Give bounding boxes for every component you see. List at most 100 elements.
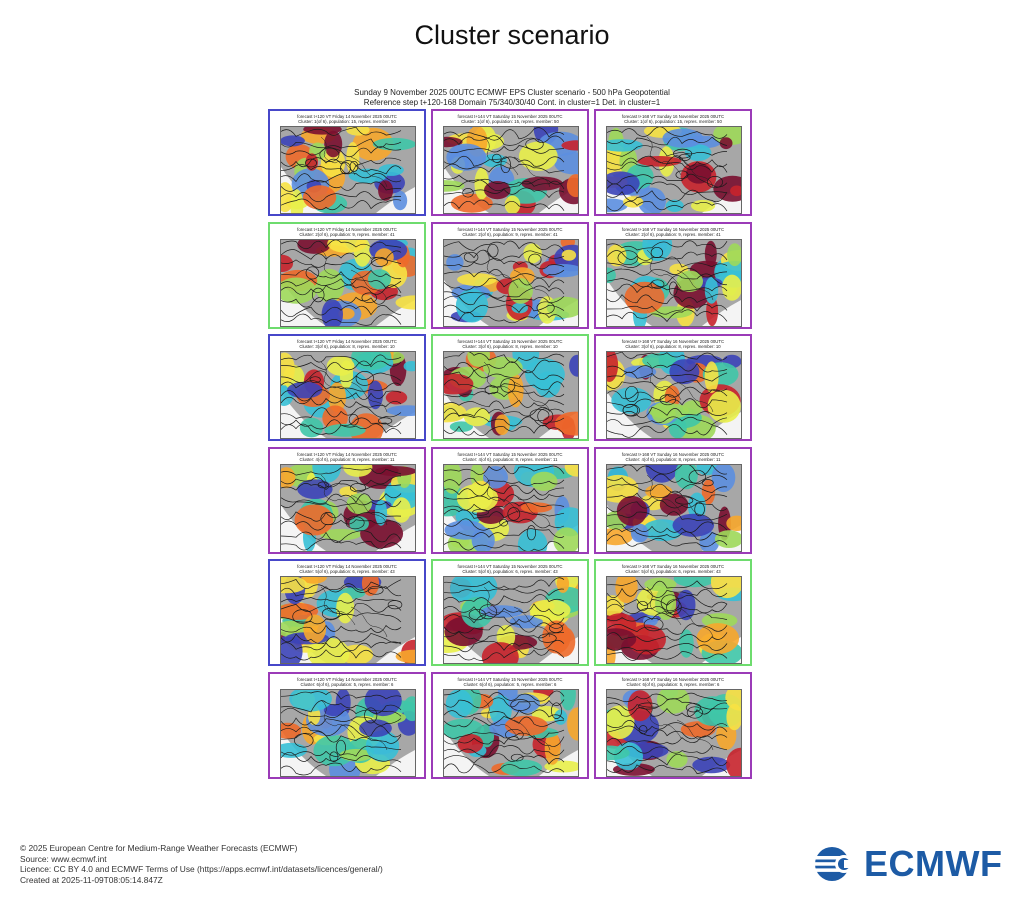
anomaly-map	[280, 351, 416, 439]
cluster-panel: forecast t+120 VT Friday 14 November 202…	[268, 446, 426, 554]
anomaly-map	[606, 576, 742, 664]
panel-title-forecast: forecast t+144 VT Saturday 15 November 2…	[457, 451, 563, 457]
panel-title: forecast t+168 VT Sunday 16 November 202…	[596, 564, 750, 574]
anomaly-map-graphic	[444, 127, 578, 213]
panel-title: forecast t+168 VT Sunday 16 November 202…	[596, 452, 750, 462]
panel-title-cluster: Cluster: 4(of 6), population: 8, repres.…	[625, 456, 721, 462]
anomaly-map	[443, 238, 579, 327]
anomaly-map	[280, 463, 416, 552]
anomaly-map	[606, 463, 742, 552]
cluster-panel: forecast t+144 VT Saturday 15 November 2…	[431, 221, 589, 329]
panel-title-cluster: Cluster: 6(of 6), population: 5, repres.…	[300, 681, 394, 687]
cluster-panel: forecast t+120 VT Friday 14 November 202…	[268, 334, 426, 441]
panel-title-forecast: forecast t+144 VT Saturday 15 November 2…	[457, 114, 563, 119]
footer: © 2025 European Centre for Medium-Range …	[20, 843, 383, 885]
anomaly-map	[606, 688, 742, 777]
anomaly-map	[280, 238, 416, 327]
cluster-panel-grid: forecast t+120 VT Friday 14 November 202…	[268, 109, 756, 779]
panel-title: forecast t+168 VT Sunday 16 November 202…	[596, 227, 750, 237]
panel-title-forecast: forecast t+168 VT Sunday 16 November 202…	[621, 226, 725, 232]
panel-title: forecast t+168 VT Sunday 16 November 202…	[596, 339, 750, 349]
panel-title-forecast: forecast t+168 VT Sunday 16 November 202…	[621, 451, 725, 457]
anomaly-map-graphic	[281, 127, 415, 213]
panel-title: forecast t+144 VT Saturday 15 November 2…	[433, 339, 587, 349]
cluster-panel: forecast t+120 VT Friday 14 November 202…	[268, 109, 426, 216]
anomaly-map-graphic	[607, 577, 741, 663]
cluster-panel: forecast t+120 VT Friday 14 November 202…	[268, 671, 426, 779]
anomaly-map	[606, 126, 742, 214]
anomaly-map-graphic	[607, 464, 741, 551]
panel-title-cluster: Cluster: 6(of 6), population: 5, repres.…	[626, 681, 720, 687]
panel-title-cluster: Cluster: 2(of 6), population: 9, repres.…	[462, 231, 558, 237]
anomaly-map	[443, 351, 579, 439]
panel-title: forecast t+144 VT Saturday 15 November 2…	[433, 114, 587, 124]
panel-title-forecast: forecast t+168 VT Sunday 16 November 202…	[621, 564, 725, 569]
panel-title-forecast: forecast t+120 VT Friday 14 November 202…	[297, 339, 397, 344]
footer-licence: Licence: CC BY 4.0 and ECMWF Terms of Us…	[20, 864, 383, 874]
figure-header: Sunday 9 November 2025 00UTC ECMWF EPS C…	[268, 88, 756, 108]
anomaly-map-graphic	[444, 352, 578, 438]
anomaly-map	[280, 126, 416, 214]
panel-title: forecast t+168 VT Sunday 16 November 202…	[596, 677, 750, 687]
panel-title: forecast t+120 VT Friday 14 November 202…	[270, 452, 424, 462]
anomaly-map	[443, 688, 579, 777]
anomaly-map-graphic	[281, 577, 415, 663]
panel-title: forecast t+144 VT Saturday 15 November 2…	[433, 452, 587, 462]
panel-title-forecast: forecast t+120 VT Friday 14 November 202…	[297, 226, 397, 232]
anomaly-map-graphic	[444, 689, 578, 776]
anomaly-map	[280, 688, 416, 777]
panel-title-forecast: forecast t+120 VT Friday 14 November 202…	[297, 564, 397, 569]
panel-title: forecast t+168 VT Sunday 16 November 202…	[596, 114, 750, 124]
panel-title-forecast: forecast t+168 VT Sunday 16 November 202…	[621, 339, 725, 344]
panel-title-cluster: Cluster: 1(of 6), population: 15, repres…	[298, 119, 396, 124]
ecmwf-logo-text: ECMWF	[864, 843, 1003, 884]
anomaly-map	[443, 463, 579, 552]
anomaly-map-graphic	[607, 352, 741, 438]
panel-title: forecast t+120 VT Friday 14 November 202…	[270, 227, 424, 237]
cluster-panel: forecast t+120 VT Friday 14 November 202…	[268, 559, 426, 666]
panel-title-cluster: Cluster: 4(of 6), population: 8, repres.…	[462, 456, 558, 462]
cluster-panel: forecast t+144 VT Saturday 15 November 2…	[431, 334, 589, 441]
panel-title-cluster: Cluster: 1(of 6), population: 15, repres…	[461, 119, 559, 124]
cluster-panel: forecast t+168 VT Sunday 16 November 202…	[594, 221, 752, 329]
figure-header-line2: Reference step t+120-168 Domain 75/340/3…	[363, 98, 661, 107]
cluster-panel: forecast t+144 VT Saturday 15 November 2…	[431, 446, 589, 554]
anomaly-map-graphic	[444, 464, 578, 551]
anomaly-map-graphic	[444, 577, 578, 663]
anomaly-map-graphic	[607, 239, 741, 326]
panel-title-forecast: forecast t+144 VT Saturday 15 November 2…	[457, 564, 563, 569]
anomaly-map	[443, 576, 579, 664]
panel-title-cluster: Cluster: 5(of 6), population: 6, repres.…	[462, 569, 558, 574]
anomaly-map-graphic	[281, 464, 415, 551]
anomaly-map	[606, 238, 742, 327]
ecmwf-logo-mark-icon	[814, 847, 860, 881]
panel-title-forecast: forecast t+120 VT Friday 14 November 202…	[297, 676, 397, 682]
panel-title-cluster: Cluster: 4(of 6), population: 8, repres.…	[299, 456, 395, 462]
panel-title-forecast: forecast t+168 VT Sunday 16 November 202…	[621, 114, 725, 119]
anomaly-map-graphic	[607, 689, 741, 776]
panel-title-forecast: forecast t+144 VT Saturday 15 November 2…	[457, 339, 563, 344]
ecmwf-logo: ECMWF	[814, 846, 1006, 882]
panel-title-cluster: Cluster: 3(of 6), population: 8, repres.…	[625, 344, 721, 349]
cluster-panel: forecast t+144 VT Saturday 15 November 2…	[431, 109, 589, 216]
cluster-panel: forecast t+168 VT Sunday 16 November 202…	[594, 671, 752, 779]
footer-source: Source: www.ecmwf.int	[20, 853, 107, 864]
page-title: Cluster scenario	[414, 20, 610, 50]
panel-title: forecast t+120 VT Friday 14 November 202…	[270, 339, 424, 349]
footer-copyright: © 2025 European Centre for Medium-Range …	[20, 843, 298, 853]
anomaly-map-graphic	[281, 689, 415, 776]
panel-title-forecast: forecast t+144 VT Saturday 15 November 2…	[457, 226, 563, 232]
panel-title: forecast t+120 VT Friday 14 November 202…	[270, 114, 424, 124]
figure-header-line1: Sunday 9 November 2025 00UTC ECMWF EPS C…	[354, 88, 670, 97]
panel-title: forecast t+120 VT Friday 14 November 202…	[270, 677, 424, 687]
anomaly-map	[606, 351, 742, 439]
footer-created: Created at 2025-11-09T08:05:14.847Z	[20, 874, 163, 885]
panel-title-forecast: forecast t+120 VT Friday 14 November 202…	[297, 451, 397, 457]
panel-title-cluster: Cluster: 2(of 6), population: 9, repres.…	[625, 231, 721, 237]
panel-title-forecast: forecast t+120 VT Friday 14 November 202…	[297, 114, 397, 119]
panel-title-cluster: Cluster: 5(of 6), population: 6, repres.…	[625, 569, 721, 574]
panel-title-cluster: Cluster: 6(of 6), population: 5, repres.…	[463, 681, 557, 687]
panel-title-forecast: forecast t+168 VT Sunday 16 November 202…	[621, 676, 725, 682]
panel-title: forecast t+144 VT Saturday 15 November 2…	[433, 564, 587, 574]
panel-title: forecast t+144 VT Saturday 15 November 2…	[433, 227, 587, 237]
